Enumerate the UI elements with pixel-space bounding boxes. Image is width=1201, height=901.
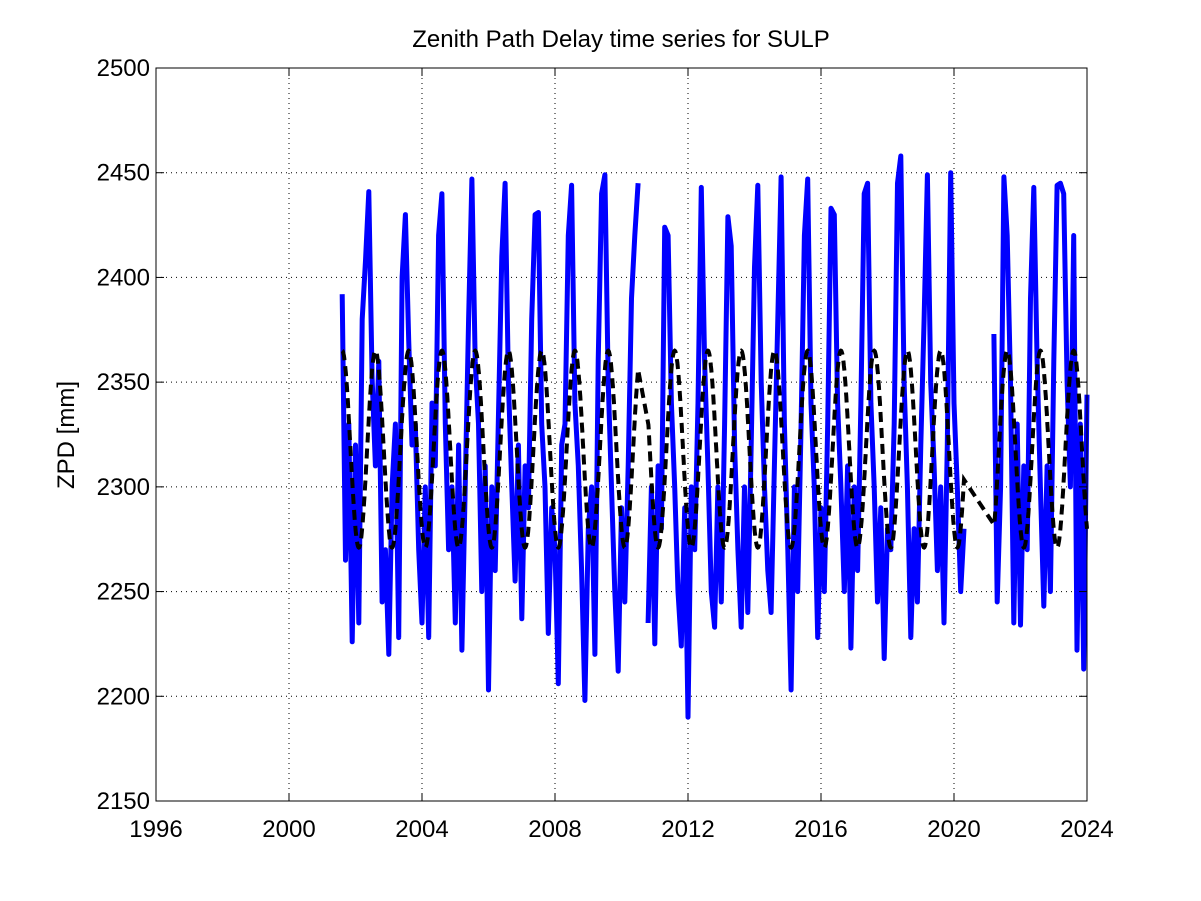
y-tick-label: 2250 [97,579,150,606]
x-tick-label: 2016 [794,816,847,843]
plot-area [339,153,1090,720]
y-tick-label: 2400 [97,264,150,291]
x-tick-label: 2008 [528,816,581,843]
x-tick-label: 2020 [927,816,980,843]
ticks: 1996 2000 2004 2008 2012 2016 2020 2024 2150 2200… [97,55,1114,843]
zpd-observed-line [645,153,967,720]
y-tick-label: 2450 [97,160,150,187]
y-tick-label: 2350 [97,369,150,396]
y-tick-label: 2500 [97,55,150,82]
x-tick-label: 1996 [129,816,182,843]
y-tick-label: 2200 [97,683,150,710]
axes-frame [155,67,1088,802]
x-tick-label: 2004 [395,816,448,843]
x-tick-label: 2024 [1060,816,1113,843]
x-tick-label: 2000 [262,816,315,843]
x-tick-label: 2012 [661,816,714,843]
y-tick-label: 2300 [97,474,150,501]
seasonal-fit-line [340,348,1089,550]
y-tick-label: 2150 [97,788,150,815]
chart-title: Zenith Path Delay time series for SULP [412,26,830,53]
y-axis-label: ZPD [mm] [53,381,80,489]
zpd-observed-line [991,174,1090,672]
